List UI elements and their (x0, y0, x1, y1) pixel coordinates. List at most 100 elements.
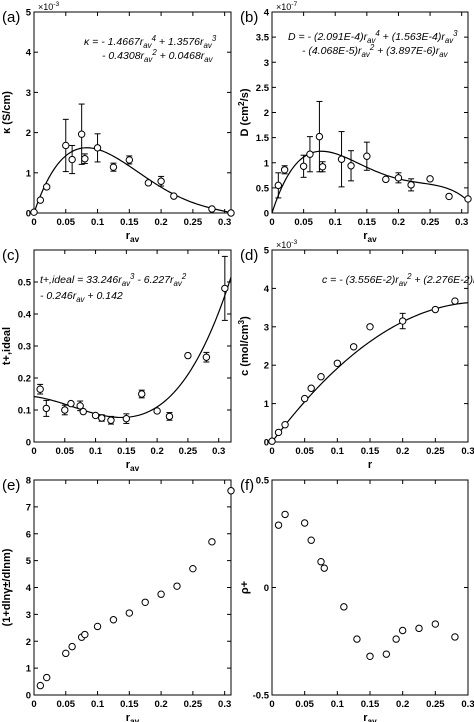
x-tick-label: 0.2 (396, 699, 409, 710)
x-tick-label: 0.15 (361, 699, 380, 710)
data-point (451, 633, 459, 641)
y-tick-label: 7 (26, 502, 31, 513)
data-point (61, 406, 69, 414)
x-tick-label: 0.2 (154, 699, 167, 710)
data-point (144, 179, 153, 187)
x-tick-label: 0 (269, 699, 274, 710)
x-tick-label: 0.1 (329, 217, 343, 228)
y-tick-label: 1.5 (256, 133, 270, 144)
x-tick-label: 0.15 (361, 446, 380, 457)
data-point (382, 650, 391, 658)
data-point (184, 351, 192, 360)
data-point (76, 402, 84, 410)
y-tick-label: 1 (264, 158, 270, 169)
y-tick-label: 2.5 (256, 83, 270, 94)
panel-label: (f) (240, 477, 254, 494)
data-point (43, 673, 51, 682)
y-tick-label: 3.5 (256, 33, 270, 44)
x-tick-label: 0.3 (218, 217, 231, 228)
data-point (274, 521, 283, 529)
y-tick-label: 0.5 (256, 183, 270, 194)
data-point (81, 630, 89, 639)
y-tick-label: 0 (264, 438, 269, 449)
data-point (208, 538, 216, 546)
data-point (221, 284, 229, 293)
fit-equation: t+,ideal = 33.246rav​3​ - 6.227rav​2​ (40, 272, 187, 288)
y-tick-label: 0.3 (18, 342, 31, 353)
x-tick-label: 0.25 (421, 217, 440, 228)
y-tick-label: 5 (264, 246, 270, 257)
x-tick-label: 0.05 (295, 699, 314, 710)
y-tick-label: 1 (264, 399, 270, 410)
data-point (347, 162, 355, 170)
y-axis-label: c (mol/cm3​) (237, 316, 251, 376)
data-point (227, 487, 235, 495)
data-point (451, 297, 459, 305)
plot-frame (33, 479, 232, 696)
data-point (392, 635, 400, 643)
panel-label: (e) (2, 477, 20, 494)
data-point (68, 155, 76, 164)
data-point (36, 385, 44, 393)
data-point (281, 510, 289, 519)
y-multiplier: ×10-3​ (276, 239, 298, 250)
x-tick-label: 0 (31, 699, 36, 710)
data-point (398, 626, 407, 635)
data-point (333, 359, 342, 367)
data-point (366, 323, 374, 331)
data-point (280, 166, 289, 174)
y-tick-label: 1 (26, 664, 32, 675)
data-point (300, 519, 309, 527)
y-axis-label: t+,ideal (1, 327, 13, 365)
fit-equation: c = - (3.556E-2)rav​2​ + (2.276E-2)rav​ (322, 272, 474, 288)
x-tick-label: 0.3 (461, 699, 474, 710)
x-tick-label: 0.2 (151, 446, 164, 457)
data-point (173, 582, 181, 590)
data-point (415, 624, 423, 633)
data-point (122, 414, 131, 423)
data-point (36, 681, 45, 690)
x-tick-label: 0 (269, 217, 274, 228)
x-tick-label: 0.1 (91, 217, 105, 228)
y-tick-label: 5 (26, 556, 32, 567)
x-tick-label: 0.3 (461, 446, 474, 457)
x-tick-label: 0.05 (56, 446, 75, 457)
y-tick-label: 5 (26, 8, 32, 19)
fit-equation: D = - (2.091E-4)rav​4​ + (1.563E-4)rav​3… (288, 29, 458, 45)
data-point (363, 152, 371, 160)
y-tick-label: 4 (264, 284, 270, 295)
x-tick-label: 0.05 (294, 217, 313, 228)
data-point (317, 373, 325, 381)
data-point (398, 317, 407, 325)
panel-label: (b) (240, 9, 258, 26)
data-point (320, 564, 328, 572)
plot-frame (33, 11, 232, 214)
x-axis-label: rav​ (363, 230, 377, 244)
y-axis-label: (1+dlnγ±/dlnm) (1, 548, 13, 626)
chart-panel-e: 0 0.05 0.1 0.15 0.2 0.25 0.3 0 1 2 3 4 5 6 7 8 (e) rav​ (1… (1, 476, 235, 722)
data-point (340, 603, 348, 611)
data-point (337, 155, 346, 163)
fit-equation: - 0.246rav​ + 0.142 (40, 290, 123, 304)
y-tick-label: 0 (26, 438, 31, 449)
data-point (107, 416, 115, 424)
plot-frame (271, 479, 469, 696)
x-axis-label: rav​ (363, 712, 377, 722)
data-point (445, 192, 453, 201)
data-point (307, 536, 315, 544)
x-tick-label: 0.3 (218, 699, 231, 710)
data-point (299, 162, 308, 170)
x-tick-label: 0.2 (396, 446, 409, 457)
chart-panel-b: 0 0.05 0.1 0.15 0.2 0.25 0.3 0 0.5 1 1.5 2 2.5 3 3.5 4 ×… (237, 1, 472, 244)
chart-panel-a: 0 0.05 0.1 0.15 0.2 0.25 0.3 0 1 2 3 4 5 ×10-3​ (a) rav… (1, 1, 235, 244)
data-point (202, 353, 211, 361)
x-axis-label: rav​ (126, 459, 140, 473)
data-point (431, 305, 440, 314)
data-point (394, 174, 403, 182)
data-point (91, 411, 100, 420)
y-tick-label: 0 (264, 209, 269, 220)
data-point (93, 622, 102, 631)
data-point (208, 205, 216, 213)
y-axis-label: ρ+ (239, 581, 251, 594)
